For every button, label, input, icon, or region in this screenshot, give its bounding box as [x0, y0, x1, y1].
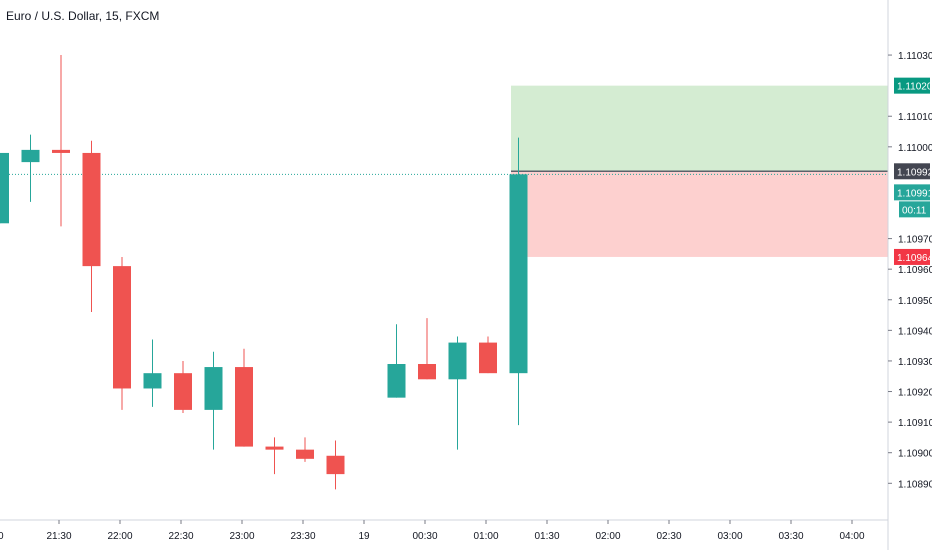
x-tick-label: 19	[358, 531, 370, 542]
candle-body[interactable]	[296, 449, 314, 459]
candle-body[interactable]	[113, 266, 131, 389]
candle-body[interactable]	[418, 364, 436, 380]
loss-zone[interactable]	[511, 171, 888, 257]
candle-body[interactable]	[387, 364, 406, 398]
candle-body[interactable]	[174, 373, 192, 410]
x-tick-label: 01:30	[534, 531, 559, 542]
candle-body[interactable]	[265, 446, 284, 450]
y-tick-label: 1.11010	[898, 112, 932, 123]
x-tick-label: 21:30	[46, 531, 71, 542]
target-price-tag-label: 1.11020	[897, 82, 932, 93]
x-tick-label: 23:30	[290, 531, 315, 542]
stop-price-tag	[894, 248, 930, 265]
x-tick-label: 03:30	[778, 531, 803, 542]
x-tick-label: 22:30	[168, 531, 193, 542]
x-tick-label: 22:00	[107, 531, 132, 542]
x-tick-label: 02:30	[656, 531, 681, 542]
candle-body[interactable]	[448, 342, 467, 380]
candle-body[interactable]	[326, 455, 345, 475]
y-tick-label: 1.10910	[898, 418, 932, 429]
candle-body[interactable]	[52, 149, 70, 153]
x-tick-label: 00:30	[412, 531, 437, 542]
candle-body[interactable]	[82, 152, 101, 267]
current-price-tag-label: 1.10991	[897, 188, 932, 199]
chart-title: Euro / U.S. Dollar, 15, FXCM	[6, 9, 160, 23]
y-tick-label: 1.10920	[898, 388, 932, 399]
stop-price-tag-label: 1.10964	[897, 253, 932, 264]
countdown-tag	[899, 201, 930, 218]
current-price-tag	[894, 184, 930, 201]
y-tick-label: 1.11030	[898, 51, 932, 62]
candle-body[interactable]	[509, 174, 528, 374]
y-tick-label: 1.10940	[898, 326, 932, 337]
y-tick-label: 1.10960	[898, 265, 932, 276]
y-tick-label: 1.10890	[898, 479, 932, 490]
entry-price-tag-label: 1.10992	[897, 167, 932, 178]
x-tick-label: 02:00	[595, 531, 620, 542]
target-price-tag	[894, 77, 930, 94]
y-tick-label: 1.10900	[898, 449, 932, 460]
y-tick-label: 1.10970	[898, 235, 932, 246]
x-tick-label: 00	[0, 531, 4, 542]
candle-body[interactable]	[204, 367, 223, 410]
x-tick-label: 04:00	[839, 531, 864, 542]
candle-body[interactable]	[143, 373, 162, 389]
y-tick-label: 1.11000	[898, 143, 932, 154]
x-tick-label: 23:00	[229, 531, 254, 542]
y-tick-label: 1.10950	[898, 296, 932, 307]
entry-price-tag	[894, 163, 930, 180]
candle-body[interactable]	[479, 342, 497, 374]
candle-body[interactable]	[235, 367, 253, 447]
countdown-label: 00:11	[902, 205, 927, 216]
candle-body[interactable]	[0, 152, 9, 224]
y-tick-label: 1.10930	[898, 357, 932, 368]
candle-body[interactable]	[21, 149, 40, 163]
x-tick-label: 03:00	[717, 531, 742, 542]
profit-zone[interactable]	[511, 85, 888, 172]
x-tick-label: 01:00	[473, 531, 498, 542]
